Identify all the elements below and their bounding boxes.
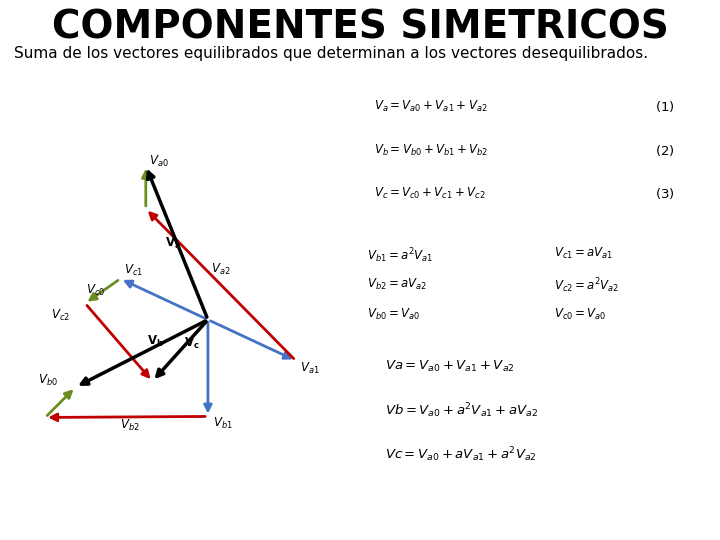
Text: $V_{a2}$: $V_{a2}$	[211, 262, 231, 277]
Text: $\mathbf{V_c}$: $\mathbf{V_c}$	[184, 336, 199, 351]
Text: Suma de los vectores equilibrados que determinan a los vectores desequilibrados.: Suma de los vectores equilibrados que de…	[14, 46, 649, 61]
Text: $V_{c0}$: $V_{c0}$	[86, 283, 105, 298]
Text: $Va = V_{a0} + V_{a1} + V_{a2}$: $Va = V_{a0} + V_{a1} + V_{a2}$	[385, 359, 515, 374]
Text: $\mathbf{V_b}$: $\mathbf{V_b}$	[148, 334, 164, 349]
Text: COMPONENTES SIMETRICOS: COMPONENTES SIMETRICOS	[52, 8, 668, 46]
Text: $V_{b1} = a^2V_{a1}$: $V_{b1} = a^2V_{a1}$	[367, 246, 433, 265]
Text: $\mathit{(2)}$: $\mathit{(2)}$	[655, 143, 675, 158]
Text: $V_b = V_{b0} + V_{b1} + V_{b2}$: $V_b = V_{b0} + V_{b1} + V_{b2}$	[374, 143, 489, 158]
Text: $V_{b1}$: $V_{b1}$	[213, 416, 233, 431]
Text: $V_{b0} = V_{a0}$: $V_{b0} = V_{a0}$	[367, 307, 420, 322]
Text: $\mathit{(1)}$: $\mathit{(1)}$	[655, 99, 675, 114]
Text: $V_c = V_{c0} + V_{c1} + V_{c2}$: $V_c = V_{c0} + V_{c1} + V_{c2}$	[374, 186, 486, 201]
Text: $V_{b2}$: $V_{b2}$	[120, 418, 140, 434]
Text: $Vb = V_{a0} + a^2V_{a1} + aV_{a2}$: $Vb = V_{a0} + a^2V_{a1} + aV_{a2}$	[385, 402, 538, 421]
Text: $V_a = V_{a0} + V_{a1} + V_{a2}$: $V_a = V_{a0} + V_{a1} + V_{a2}$	[374, 99, 488, 114]
Text: $V_{c1} = aV_{a1}$: $V_{c1} = aV_{a1}$	[554, 246, 613, 261]
Text: $V_{c0} = V_{a0}$: $V_{c0} = V_{a0}$	[554, 307, 607, 322]
Text: $V_{c2} = a^2V_{a2}$: $V_{c2} = a^2V_{a2}$	[554, 276, 620, 295]
Text: $V_{a1}$: $V_{a1}$	[300, 361, 320, 376]
Text: $V_{a0}$: $V_{a0}$	[149, 153, 169, 168]
Text: $Vc = V_{a0} + aV_{a1} + a^2V_{a2}$: $Vc = V_{a0} + aV_{a1} + a^2V_{a2}$	[385, 445, 537, 464]
Text: $V_{b2} = aV_{a2}$: $V_{b2} = aV_{a2}$	[367, 276, 427, 292]
Text: $V_{c2}$: $V_{c2}$	[50, 308, 70, 323]
Text: $\mathit{(3)}$: $\mathit{(3)}$	[655, 186, 675, 201]
Text: $V_{b0}$: $V_{b0}$	[37, 373, 58, 388]
Text: $\mathbf{V_a}$: $\mathbf{V_a}$	[165, 236, 181, 251]
Text: $V_{c1}$: $V_{c1}$	[124, 263, 143, 278]
